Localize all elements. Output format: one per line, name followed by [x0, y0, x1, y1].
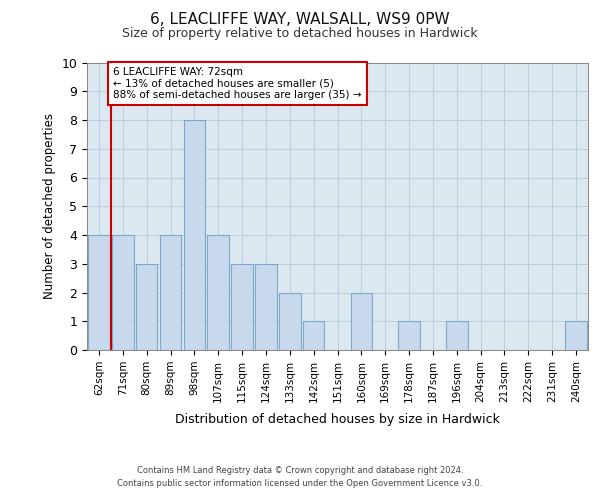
Bar [350, 292, 372, 350]
Bar [208, 235, 229, 350]
Bar [112, 235, 134, 350]
Bar [88, 235, 110, 350]
Bar [136, 264, 157, 350]
Bar [398, 322, 420, 350]
Text: Size of property relative to detached houses in Hardwick: Size of property relative to detached ho… [122, 28, 478, 40]
Y-axis label: Number of detached properties: Number of detached properties [43, 114, 56, 299]
Text: 6, LEACLIFFE WAY, WALSALL, WS9 0PW: 6, LEACLIFFE WAY, WALSALL, WS9 0PW [150, 12, 450, 28]
Bar [565, 322, 587, 350]
Bar [184, 120, 205, 350]
X-axis label: Distribution of detached houses by size in Hardwick: Distribution of detached houses by size … [175, 413, 500, 426]
Text: Contains HM Land Registry data © Crown copyright and database right 2024.
Contai: Contains HM Land Registry data © Crown c… [118, 466, 482, 487]
Bar [446, 322, 467, 350]
Bar [160, 235, 181, 350]
Bar [232, 264, 253, 350]
Bar [303, 322, 325, 350]
Text: 6 LEACLIFFE WAY: 72sqm
← 13% of detached houses are smaller (5)
88% of semi-deta: 6 LEACLIFFE WAY: 72sqm ← 13% of detached… [113, 67, 362, 100]
Bar [255, 264, 277, 350]
Bar [279, 292, 301, 350]
